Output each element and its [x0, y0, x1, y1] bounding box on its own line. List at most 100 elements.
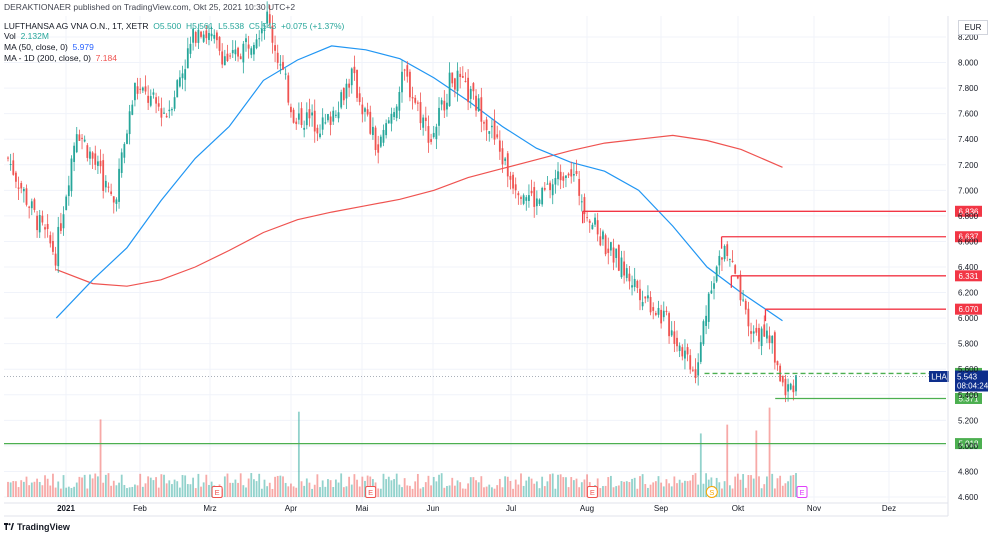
volume-bar: [409, 485, 411, 497]
volume-bar: [36, 478, 38, 497]
candle-body: [456, 70, 459, 92]
candle-body: [660, 309, 663, 324]
volume-bar: [424, 482, 427, 497]
x-tick-label: Jun: [427, 504, 440, 513]
volume-bar: [208, 484, 210, 497]
volume-bar: [430, 485, 432, 497]
candle-body: [52, 241, 54, 252]
volume-bar: [353, 474, 356, 497]
candle-body: [131, 104, 134, 115]
volume-bar: [662, 486, 665, 497]
volume-bar: [311, 488, 313, 497]
volume-bar: [62, 475, 65, 497]
ohlc-low: L5.538: [218, 21, 245, 31]
candle-body: [213, 34, 216, 39]
candle-body: [327, 114, 329, 121]
candle-body: [197, 29, 200, 43]
candle-body: [662, 310, 665, 318]
candle-body: [697, 362, 700, 376]
candle-body: [766, 330, 768, 339]
candle-body: [424, 117, 427, 122]
candle-body: [334, 114, 337, 116]
volume-bar: [623, 481, 626, 497]
volume-bar: [617, 485, 620, 497]
candle-body: [395, 106, 398, 119]
candle-body: [239, 56, 242, 60]
candle-body: [631, 285, 633, 288]
candle-body: [652, 307, 655, 311]
candle-body: [54, 253, 57, 266]
volume-bar: [533, 483, 536, 497]
candle-body: [155, 97, 157, 104]
candle-body: [25, 188, 28, 205]
volume-bar: [432, 476, 435, 497]
y-tick-label: 7.200: [958, 161, 979, 170]
volume-bar: [165, 483, 168, 497]
volume-bar: [242, 485, 245, 497]
x-tick-label: Jul: [506, 504, 516, 513]
volume-bar: [728, 485, 731, 497]
volume-bar: [83, 474, 86, 497]
volume-bar: [578, 487, 581, 497]
candle-body: [596, 220, 599, 235]
volume-bar: [287, 486, 290, 497]
publisher-line: DERAKTIONAER published on TradingView.co…: [4, 2, 295, 12]
candle-body: [559, 171, 562, 181]
chart-grid: [4, 16, 946, 503]
candle-body: [274, 45, 276, 51]
volume-bar: [628, 482, 631, 497]
volume-bar: [792, 475, 795, 497]
currency-button[interactable]: EUR: [958, 20, 988, 35]
volume-bar: [86, 488, 89, 497]
volume-bar: [665, 479, 668, 497]
candle-body: [451, 72, 454, 84]
volume-bar: [131, 486, 134, 497]
volume-bar: [670, 486, 673, 497]
volume-bar: [395, 473, 398, 497]
candle-body: [300, 108, 303, 125]
volume-bar: [237, 482, 239, 497]
volume-bar: [184, 475, 187, 497]
volume-bar: [345, 486, 348, 497]
level-tag-label: 6.070: [958, 305, 979, 314]
volume-bar: [266, 486, 269, 497]
candle-body: [15, 172, 17, 182]
volume-bar: [403, 478, 406, 497]
candle-body: [104, 180, 107, 188]
publisher-text: DERAKTIONAER published on TradingView.co…: [4, 2, 296, 12]
volume-bar: [599, 488, 602, 497]
candle-body: [409, 71, 411, 98]
level-tag-bg-6.637: [955, 231, 982, 243]
volume-bar: [557, 474, 559, 497]
candle-body: [699, 342, 702, 362]
volume-bar: [559, 474, 562, 497]
candle-body: [385, 123, 388, 136]
candle-body: [59, 223, 62, 231]
volume-bar: [173, 479, 176, 497]
ohlc-close: C5.543: [248, 21, 277, 31]
volume-bar: [186, 484, 189, 497]
candle-body: [673, 331, 676, 344]
volume-bar: [382, 473, 385, 497]
candle-body: [176, 80, 179, 98]
volume-bar: [226, 473, 229, 497]
volume-bar: [633, 477, 636, 497]
volume-bar: [377, 488, 380, 497]
volume-bar: [475, 480, 477, 497]
volume-bar: [517, 484, 520, 497]
candle-body: [615, 248, 618, 259]
volume-bar: [387, 476, 390, 497]
volume-bar: [750, 475, 752, 497]
candle-body: [89, 151, 91, 159]
ma200-line: [56, 134, 783, 287]
candle-body: [522, 195, 525, 204]
volume-bar: [609, 475, 612, 497]
candle-body: [403, 69, 406, 71]
candle-body: [607, 248, 610, 253]
candle-body: [20, 183, 23, 189]
candle-body: [126, 133, 128, 144]
candle-body: [390, 113, 393, 124]
candle-body: [65, 196, 68, 211]
volume-bar: [229, 482, 232, 497]
